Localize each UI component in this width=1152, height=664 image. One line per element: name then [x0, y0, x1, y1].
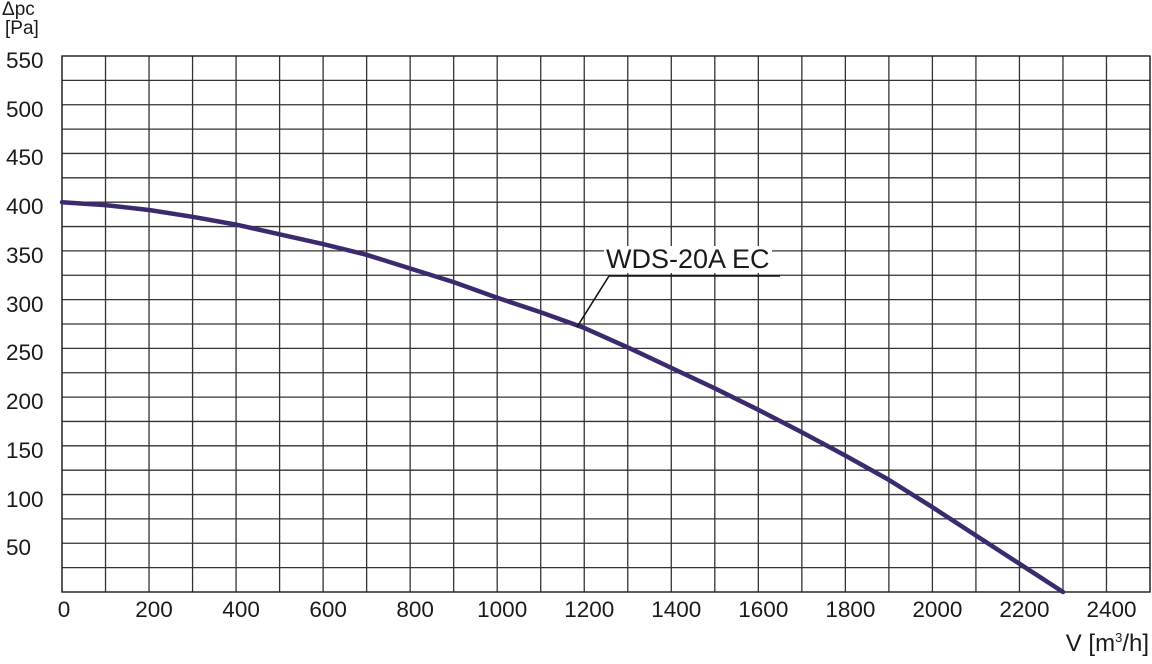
y-tick-label: 100: [6, 486, 44, 512]
x-tick-label: 0: [57, 597, 71, 622]
series-line-wds-20a-ec: [59, 199, 1066, 595]
y-tick-label: 400: [6, 194, 44, 220]
x-tick-label: 1200: [564, 597, 615, 622]
x-tick-label: 400: [222, 597, 260, 622]
y-axis-title-unit: [Pa]: [5, 18, 39, 39]
x-axis-title: V [m3/h]: [1065, 630, 1149, 657]
x-tick-label: 2200: [999, 597, 1050, 622]
x-tick-label: 800: [396, 597, 434, 622]
y-tick-label: 450: [6, 145, 44, 171]
x-tick-label: 1000: [477, 597, 528, 622]
x-tick-label: 1400: [651, 597, 702, 622]
x-axis-title-exponent: 3: [1115, 630, 1123, 645]
annotation-leader-line: [576, 275, 780, 328]
y-tick-label: 350: [6, 242, 44, 268]
x-axis-title-suffix: /h]: [1122, 630, 1149, 657]
series-annotation-label: WDS-20A EC: [604, 244, 772, 274]
y-tick-label: 50: [6, 535, 32, 561]
y-tick-label: 500: [6, 96, 44, 122]
x-axis-title-prefix: V [m: [1065, 630, 1116, 657]
y-tick-label: 150: [6, 437, 44, 463]
y-tick-label: 550: [6, 48, 44, 73]
y-tick-label: 300: [6, 291, 44, 317]
x-tick-label: 200: [135, 597, 173, 622]
x-tick-label: 2400: [1086, 597, 1137, 622]
x-tick-label: 1800: [825, 597, 876, 622]
x-tick-label: 1600: [738, 597, 789, 622]
grid-lines: [61, 55, 1151, 593]
y-tick-label: 250: [6, 340, 44, 366]
x-tick-label: 600: [309, 597, 347, 622]
x-tick-label: 2000: [912, 597, 963, 622]
y-tick-label: 200: [6, 389, 44, 415]
y-axis-title-symbol: Δpc: [2, 0, 35, 20]
plot-border: [61, 55, 1151, 593]
